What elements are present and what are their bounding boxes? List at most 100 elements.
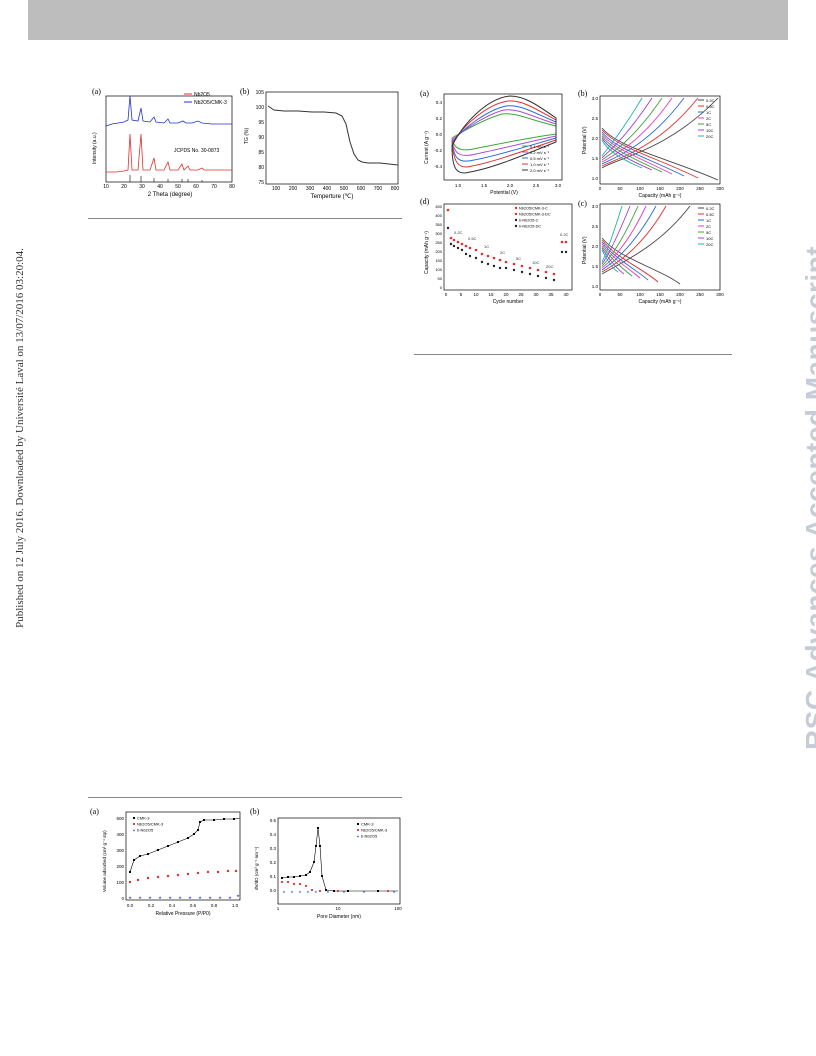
y-tick: 200	[435, 249, 442, 254]
y-tick: 105	[256, 90, 265, 96]
x-tick: 50	[175, 184, 181, 190]
legend-item: 20C	[706, 242, 713, 247]
y-tick: 300	[435, 231, 442, 236]
x-tick: 70	[211, 184, 217, 190]
rate-label: 5C	[516, 256, 521, 261]
svg-text:★: ★	[362, 890, 366, 894]
svg-text:★: ★	[178, 895, 182, 900]
x-tick: 60	[193, 184, 199, 190]
x-tick: 50	[617, 186, 623, 191]
y-tick: 95	[258, 120, 264, 126]
x-tick: 10	[335, 906, 341, 911]
x-tick: 40	[563, 292, 569, 297]
legend-item: 10C	[706, 236, 713, 241]
legend-item: CMK-3	[137, 816, 150, 821]
svg-text:★: ★	[132, 829, 136, 833]
y-tick: 100	[435, 267, 442, 272]
x-tick: 50	[617, 292, 623, 297]
svg-text:★: ★	[342, 890, 346, 894]
y-tick: 100	[256, 105, 265, 111]
svg-text:★: ★	[138, 895, 142, 900]
x-tick: 80	[229, 184, 235, 190]
legend-item: 20C	[706, 134, 713, 139]
legend-item: Nb2O5/CMK-3-C	[519, 207, 548, 211]
x-tick: 25	[518, 292, 524, 297]
y-tick: 0	[440, 285, 443, 290]
y-tick: 90	[258, 135, 264, 141]
y-axis-label: Volume adsorbed (cm³ g⁻¹ stp)	[102, 830, 107, 892]
x-tick: 0.8	[211, 903, 218, 908]
x-tick: 700	[374, 186, 383, 192]
y-tick: 2.0	[592, 244, 599, 249]
x-tick: 200	[676, 292, 684, 297]
y-tick: 150	[435, 258, 442, 263]
svg-text:★: ★	[218, 895, 222, 900]
rate-label: 2C	[500, 250, 505, 255]
y-tick: 500	[116, 816, 124, 821]
legend-item: Nb2O5/CMK-3	[137, 822, 164, 827]
x-tick: 100	[636, 292, 644, 297]
x-tick: 20	[503, 292, 509, 297]
divider	[414, 354, 732, 355]
x-axis-label: Pore Diameter (nm)	[317, 914, 361, 920]
y-tick: 1.5	[592, 264, 599, 269]
tg-panel: (b) 105 100 95 90 85 80 75 100 200 300 4…	[240, 87, 399, 200]
svg-text:★: ★	[188, 895, 192, 900]
legend-item: 1.0 mV s⁻¹	[530, 162, 550, 167]
panel-label-b: (b)	[250, 807, 260, 816]
figure-2: (a) 0.4 0.2 0.0 -0.2 -0.4 1.0 1.5 2.0 2.…	[420, 89, 724, 305]
svg-text:★: ★	[282, 890, 286, 894]
x-axis-label: Cycle number	[493, 299, 524, 305]
y-tick: 2.5	[592, 116, 599, 121]
y-tick: 0.0	[270, 888, 277, 893]
svg-text:★: ★	[326, 890, 330, 894]
svg-text:★: ★	[208, 895, 212, 900]
cv-panel: (a) 0.4 0.2 0.0 -0.2 -0.4 1.0 1.5 2.0 2.…	[420, 89, 563, 196]
y-tick: 85	[258, 150, 264, 156]
x-tick: 600	[357, 186, 366, 192]
legend-item: 1C	[706, 218, 711, 223]
x-axis-label: Potential (V)	[490, 190, 518, 196]
legend-item: 2C	[706, 224, 711, 229]
x-tick: 100	[636, 186, 644, 191]
y-axis-label: Current (A g⁻¹)	[424, 131, 430, 164]
legend-item: 0.1 mV s⁻¹	[530, 144, 550, 149]
y-axis-label: Intensity (a.u.)	[92, 132, 98, 164]
y-tick: 0.5	[270, 818, 277, 823]
legend-composite: Nb2O5/CMK-3	[194, 100, 227, 106]
y-tick: 450	[435, 204, 442, 209]
panel-label-b: (b)	[240, 87, 250, 96]
svg-text:★: ★	[290, 890, 294, 894]
y-tick: 0.4	[270, 832, 277, 837]
y-tick: 50	[438, 276, 443, 281]
rate-label: 0.2C	[454, 230, 463, 235]
y-tick: 0.2	[436, 116, 443, 121]
x-tick: 35	[548, 292, 554, 297]
x-tick: 250	[696, 292, 704, 297]
pore-size-panel: (b) ★ ★ ★ ★ ★ ★ ★ ★ ★ CMK-3 Nb2O5/CMK-3 ★ b-Nb2O…	[250, 807, 402, 920]
y-tick: 3.0	[592, 204, 599, 209]
charge-discharge-panel-c: (c) 3.0 2.5 2.0 1.5 1.0 0 50 100 150 200…	[578, 199, 724, 305]
charge-discharge-panel-b: (b) 3.0 2.5 2.0 1.5 1.0 0 50 100 150 200…	[578, 89, 724, 199]
x-axis-label: Capacity (mAh g⁻¹)	[639, 299, 682, 305]
y-tick: 2.0	[592, 136, 599, 141]
x-axis-label: Relative Pressure (P/P0)	[155, 911, 210, 917]
svg-text:★: ★	[306, 890, 310, 894]
legend-item: b-Nb2O5	[137, 828, 154, 833]
svg-text:★: ★	[148, 895, 152, 900]
x-tick: 200	[676, 186, 684, 191]
x-tick: 150	[656, 292, 664, 297]
x-tick: 3.0	[555, 183, 562, 188]
y-tick: 400	[435, 213, 442, 218]
panel-label-c: (c)	[578, 199, 587, 208]
legend-nb2o5: Nb2O5	[194, 92, 210, 98]
divider	[88, 218, 402, 219]
x-tick: 1.0	[232, 903, 239, 908]
y-axis-label: dV/dD (cm³ g⁻¹ nm⁻¹)	[254, 846, 259, 890]
svg-text:★: ★	[314, 890, 318, 894]
x-tick: 15	[488, 292, 494, 297]
rate-label: 0.5C	[468, 236, 477, 241]
x-tick: 0.4	[169, 903, 176, 908]
svg-text:★: ★	[392, 890, 396, 894]
x-tick: 500	[340, 186, 349, 192]
